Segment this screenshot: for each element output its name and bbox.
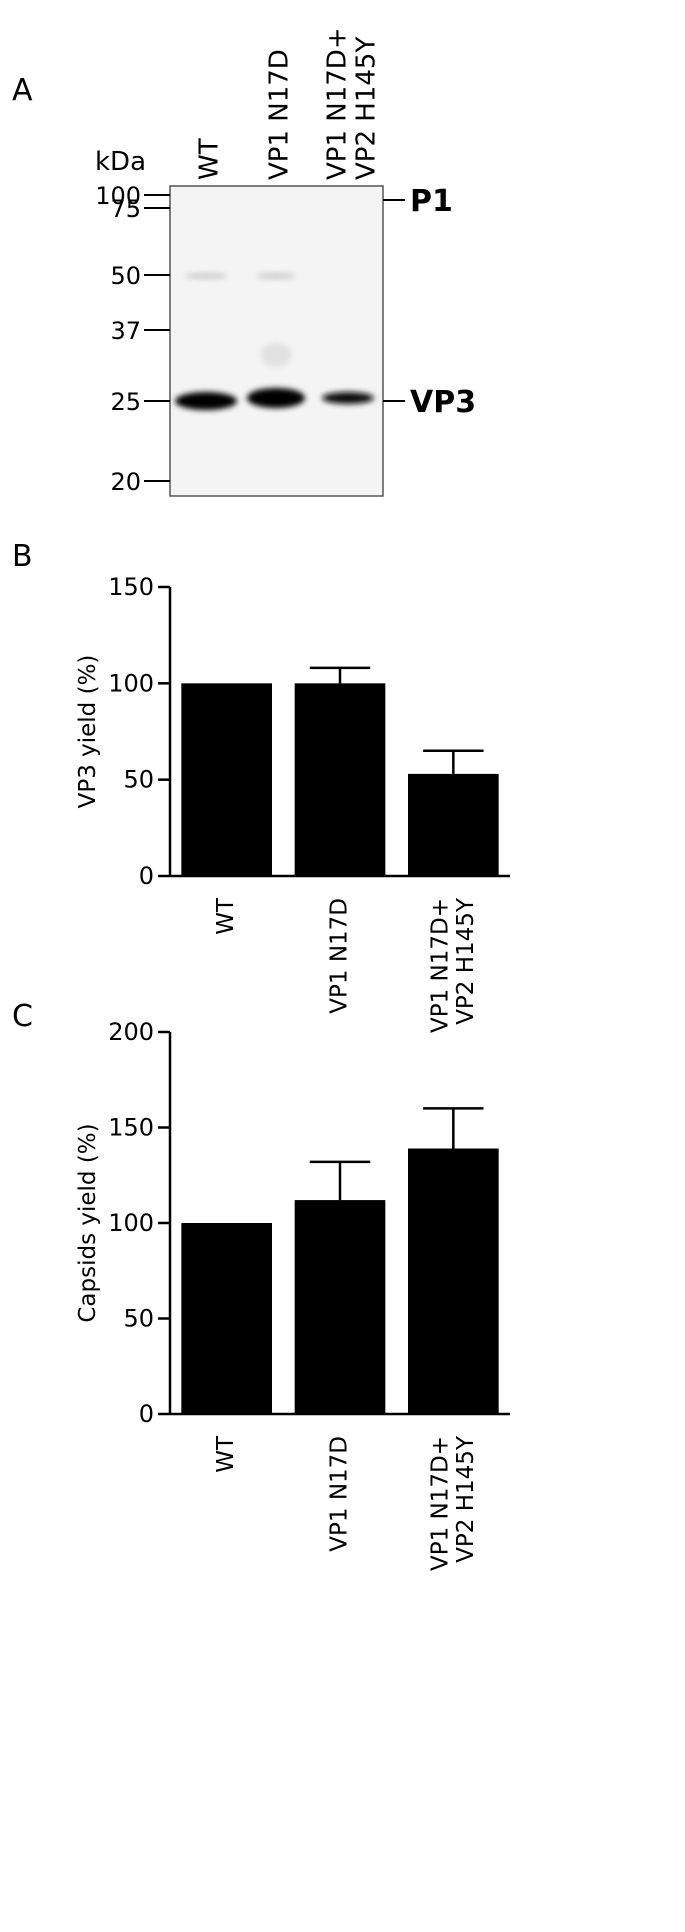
x-tick-label: VP1 N17D <box>327 898 353 1014</box>
x-tick-label: VP1 N17D+VP2 H145Y <box>427 897 478 1033</box>
blot-unit: kDa <box>95 147 146 177</box>
y-tick-label: 150 <box>108 573 154 601</box>
lane-label: VP1 N17D <box>265 49 295 180</box>
x-tick-label: WT <box>213 897 239 935</box>
bar <box>294 683 386 876</box>
bar <box>181 1223 272 1414</box>
panel-label: A <box>12 73 33 108</box>
marker-label: 20 <box>110 468 141 496</box>
marker-label: 50 <box>110 262 141 290</box>
lane-label: WT <box>195 138 225 180</box>
bar <box>181 683 272 876</box>
error-bar <box>423 1107 484 1149</box>
y-tick-label: 50 <box>123 1305 154 1333</box>
marker-label: 75 <box>110 195 141 223</box>
panel-label: C <box>12 999 33 1034</box>
band-label: P1 <box>410 184 453 219</box>
y-tick-label: 200 <box>108 1018 154 1046</box>
error-bar <box>309 666 371 684</box>
error-bar <box>423 749 484 774</box>
y-tick-label: 0 <box>139 862 154 890</box>
x-tick-label: VP1 N17D <box>327 1436 353 1552</box>
blot-bands <box>175 273 374 410</box>
y-tick-label: 150 <box>108 1114 154 1142</box>
marker-label: 100 <box>95 182 141 210</box>
y-axis-label: VP3 yield (%) <box>75 655 101 809</box>
blot-membrane <box>169 185 384 497</box>
error-bar <box>309 1160 371 1201</box>
marker-label: 25 <box>110 388 141 416</box>
lane-label: VP1 N17D+VP2 H145Y <box>322 27 381 180</box>
x-tick-label: WT <box>213 1435 239 1473</box>
y-tick-label: 100 <box>108 669 154 697</box>
bar <box>294 1200 386 1414</box>
panel-label: B <box>12 539 33 574</box>
bar <box>408 1148 499 1414</box>
y-axis-label: Capsids yield (%) <box>75 1123 101 1322</box>
bar <box>408 773 499 876</box>
band-label: VP3 <box>410 385 476 420</box>
y-tick-label: 100 <box>108 1209 154 1237</box>
marker-label: 37 <box>110 317 141 345</box>
y-tick-label: 0 <box>139 1400 154 1428</box>
x-tick-label: VP1 N17D+VP2 H145Y <box>427 1435 478 1571</box>
y-tick-label: 50 <box>123 766 154 794</box>
